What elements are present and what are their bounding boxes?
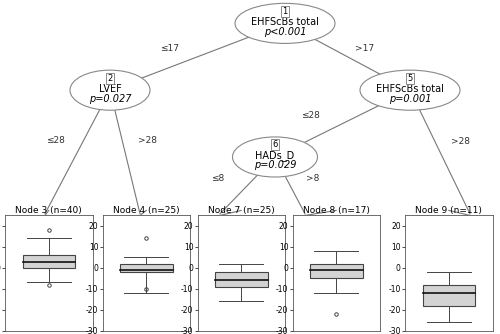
FancyBboxPatch shape (215, 272, 268, 287)
Text: ≤8: ≤8 (211, 174, 224, 183)
FancyBboxPatch shape (22, 255, 75, 268)
Text: HADs_D: HADs_D (256, 150, 294, 161)
FancyBboxPatch shape (310, 264, 362, 278)
Text: 2: 2 (108, 74, 112, 82)
Title: Node 7 (n=25): Node 7 (n=25) (208, 206, 274, 215)
Text: EHFScBs total: EHFScBs total (376, 84, 444, 94)
Text: 6: 6 (272, 141, 278, 149)
Title: Node 8 (n=17): Node 8 (n=17) (303, 206, 370, 215)
Text: p<0.001: p<0.001 (264, 27, 306, 37)
Ellipse shape (235, 3, 335, 43)
Text: 1: 1 (282, 7, 288, 16)
Text: p=0.029: p=0.029 (254, 160, 296, 170)
Text: ≤17: ≤17 (160, 44, 180, 53)
Text: LVEF: LVEF (98, 84, 122, 94)
Text: p=0.001: p=0.001 (389, 94, 431, 104)
Text: 5: 5 (408, 74, 412, 82)
Text: EHFScBs total: EHFScBs total (251, 17, 319, 27)
Ellipse shape (360, 70, 460, 110)
Text: ≤28: ≤28 (46, 136, 64, 145)
Text: >8: >8 (306, 174, 319, 183)
Text: >28: >28 (138, 136, 157, 145)
FancyBboxPatch shape (120, 264, 172, 272)
Title: Node 3 (n=40): Node 3 (n=40) (16, 206, 82, 215)
Text: ≤28: ≤28 (300, 111, 320, 120)
Title: Node 9 (n=11): Node 9 (n=11) (416, 206, 482, 215)
Text: >17: >17 (356, 44, 374, 53)
Title: Node 4 (n=25): Node 4 (n=25) (113, 206, 180, 215)
Ellipse shape (232, 137, 318, 177)
Ellipse shape (70, 70, 150, 110)
Text: >28: >28 (450, 138, 469, 146)
FancyBboxPatch shape (422, 285, 475, 306)
Text: p=0.027: p=0.027 (89, 94, 131, 104)
